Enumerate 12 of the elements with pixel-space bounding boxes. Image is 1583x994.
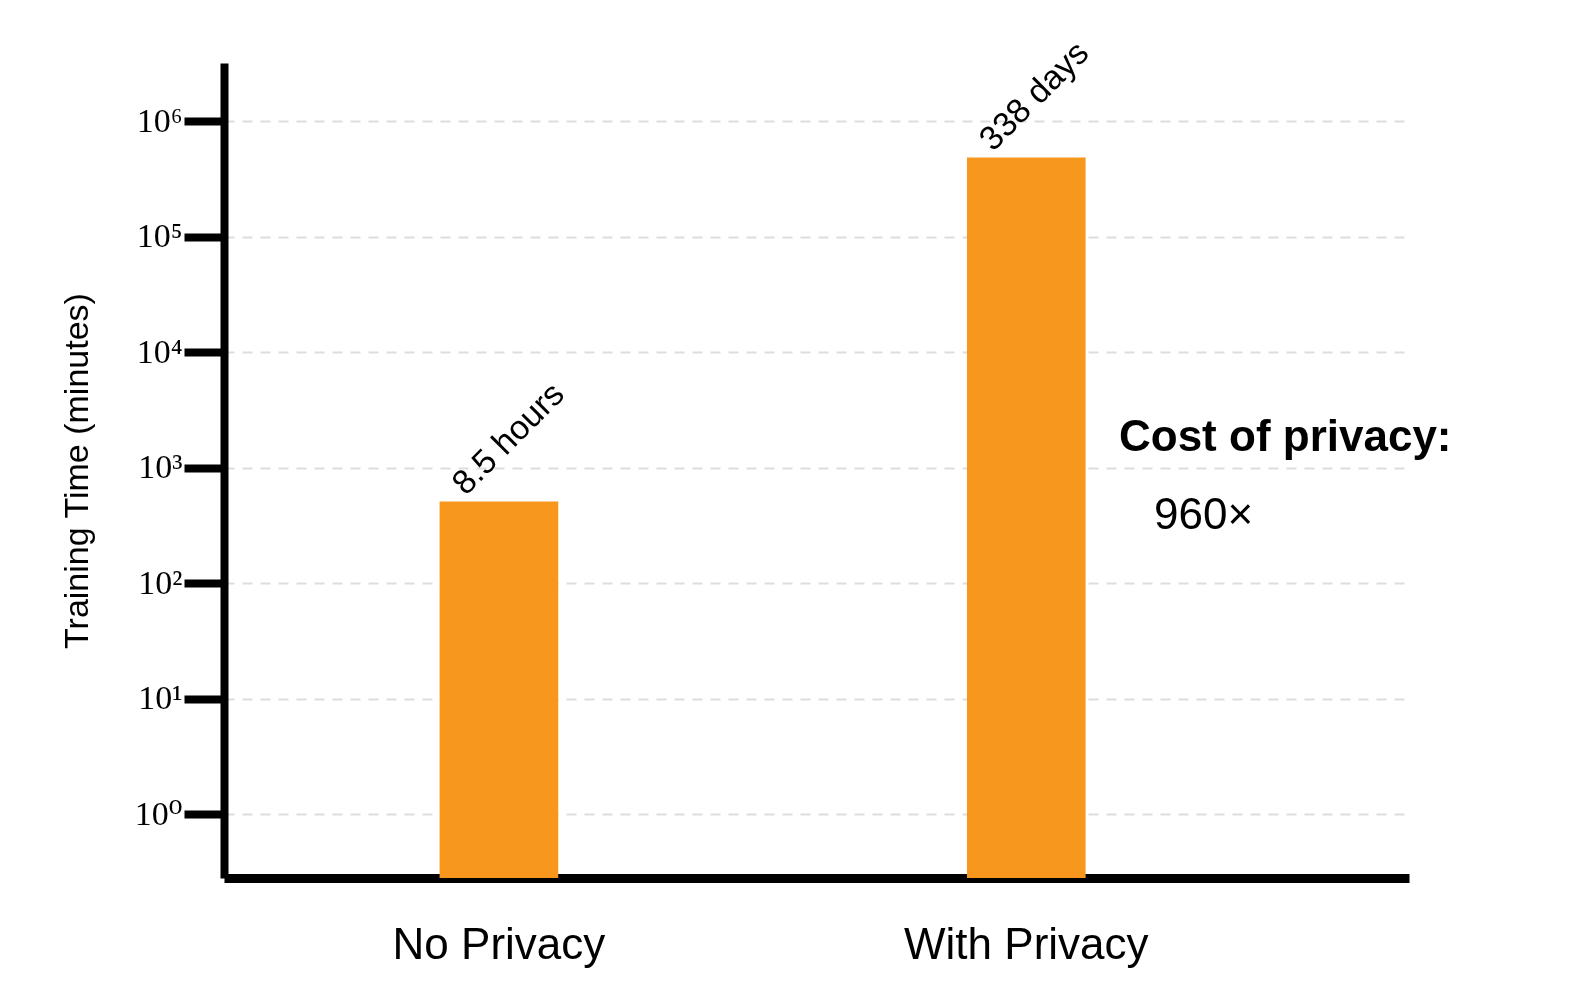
y-tick-label: 10² [138, 563, 183, 601]
annotation: 960× [1154, 489, 1254, 538]
y-tick-label: 10⁴ [136, 332, 183, 370]
y-tick-label: 10⁰ [134, 794, 183, 832]
annotation: Cost of privacy: [1119, 411, 1452, 460]
x-tick-label: No Privacy [392, 918, 606, 968]
y-tick-label: 10¹ [138, 679, 183, 717]
y-tick-label: 10⁶ [136, 101, 183, 139]
x-tick-label: With Privacy [904, 918, 1149, 968]
y-tick-label: 10⁵ [136, 217, 183, 255]
y-tick-label: 10³ [138, 448, 183, 486]
y-axis-title: Training Time (minutes) [56, 293, 95, 649]
